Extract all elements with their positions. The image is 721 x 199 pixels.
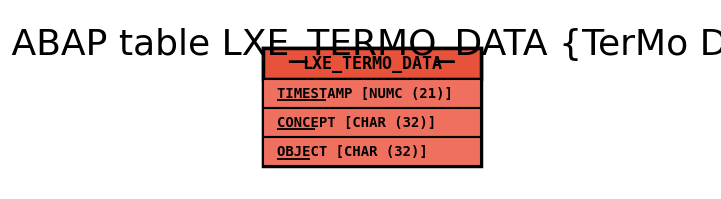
Bar xyxy=(263,48,481,79)
Text: TIMESTAMP [NUMC (21)]: TIMESTAMP [NUMC (21)] xyxy=(278,87,454,101)
Text: CONCEPT [CHAR (32)]: CONCEPT [CHAR (32)] xyxy=(278,116,436,130)
Bar xyxy=(263,79,481,108)
Text: OBJECT [CHAR (32)]: OBJECT [CHAR (32)] xyxy=(278,145,428,159)
Bar xyxy=(263,48,481,166)
Bar xyxy=(263,137,481,166)
Bar xyxy=(263,108,481,137)
Text: LXE_TERMO_DATA: LXE_TERMO_DATA xyxy=(302,55,442,73)
Text: SAP ABAP table LXE_TERMO_DATA {TerMo Data}: SAP ABAP table LXE_TERMO_DATA {TerMo Dat… xyxy=(0,28,721,63)
